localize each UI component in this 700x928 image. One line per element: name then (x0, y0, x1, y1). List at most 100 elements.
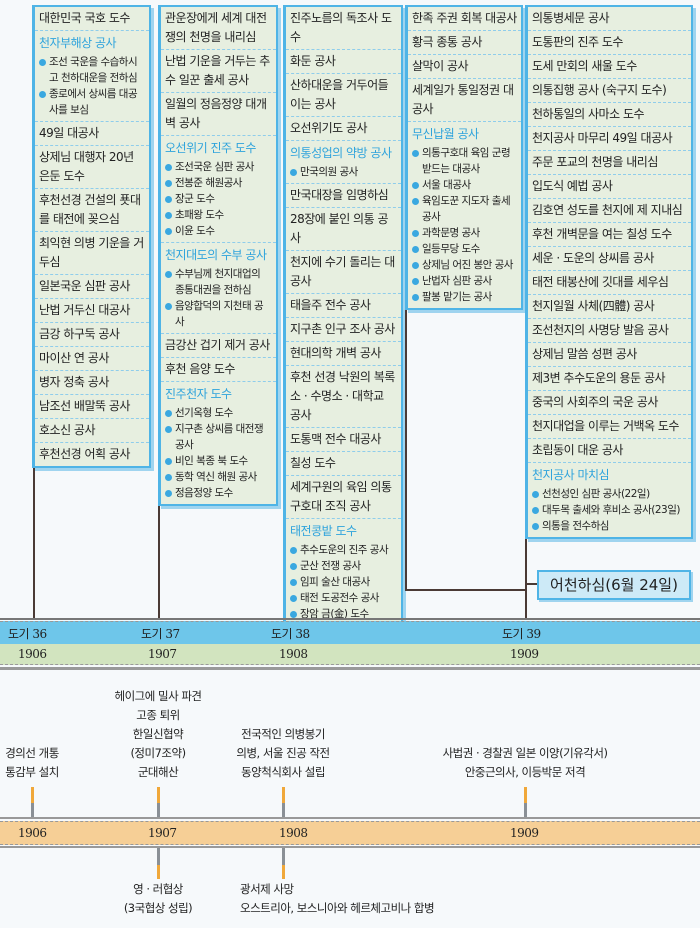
work-item: 마이산 연 공사 (35, 347, 149, 371)
work-item: 김호연 성도를 천지에 제 지내심 (528, 199, 691, 223)
event-tick (31, 787, 34, 803)
work-item: 화둔 공사 (286, 50, 401, 74)
bullet-item: 의통을 전수하심 (528, 518, 691, 534)
bullet-item: 팔봉 맡기는 공사 (408, 289, 521, 305)
work-item: 호소신 공사 (35, 419, 149, 443)
work-item: 태전 태봉산에 깃대를 세우심 (528, 271, 691, 295)
work-item: 금강산 겁기 제거 공사 (161, 334, 276, 358)
work-item: 관운장에게 세계 대전쟁의 천명을 내리심 (161, 7, 276, 50)
bullet-item: 서울 대공사 (408, 177, 521, 193)
group-heading: 의통성업의 약방 공사 (290, 146, 392, 160)
work-item: 오선위기도 공사 (286, 117, 401, 141)
work-item: 후천 음양 도수 (161, 358, 276, 382)
bullet-item: 이윤 도수 (161, 223, 276, 239)
history-event-below: 광서제 사망 오스트리아, 보스니아와 헤르체고비나 합병 (240, 882, 435, 915)
work-item: 후천선경 어획 공사 (39, 447, 130, 461)
work-item: 조선천지의 사명당 발음 공사 (528, 319, 691, 343)
work-item: 도통판의 진주 도수 (528, 31, 691, 55)
history-top-line (0, 817, 700, 819)
bullet-item: 장암 금(金) 도수 (286, 606, 401, 622)
work-item: 28장에 붙인 의통 공사 (286, 208, 401, 251)
bullet-item: 과학문명 공사 (408, 225, 521, 241)
history-year: 1908 (279, 826, 308, 840)
bullet-item: 조선 국운을 수습하시고 천하대운을 전하심 (35, 54, 149, 86)
group-heading: 태전콩밭 도수 (290, 524, 357, 538)
group-heading: 천지공사 마치심 (532, 468, 610, 482)
work-item: 난법 거두신 대공사 (35, 299, 149, 323)
work-item: 주문 포교의 천명을 내리심 (528, 151, 691, 175)
bullet-item: 수부님께 천지대업의 종통대권을 전하심 (161, 266, 276, 298)
work-item: 칠성 도수 (286, 452, 401, 476)
bullet-item: 초패왕 도수 (161, 207, 276, 223)
bullet-item: 대두목 출세와 후비소 공사(23일) (528, 502, 691, 518)
bullet-item: 종로에서 상씨름 대공사를 보심 (35, 86, 149, 118)
work-item: 현대의학 개벽 공사 (286, 342, 401, 366)
work-group: 의통성업의 약방 공사 만국의원 공사 (286, 141, 401, 184)
work-item: 상제님 말씀 성편 공사 (528, 343, 691, 367)
work-item: 세운 · 도운의 상씨름 공사 (528, 247, 691, 271)
bullet-item: 육임도꾼 지도자 출세 공사 (408, 193, 521, 225)
year-label: 1909 (510, 647, 539, 661)
bullet-item: 장군 도수 (161, 191, 276, 207)
work-group: 오선위기 진주 도수 조선국운 심판 공사 전봉준 해원공사 장군 도수 초패왕 도수 이… (161, 136, 276, 243)
bullet-item: 지구촌 상씨름 대전쟁 공사 (161, 421, 276, 453)
work-item: 최익현 의병 기운을 거두심 (35, 232, 149, 275)
bullet-item: 정음정양 도수 (161, 485, 276, 501)
bullet-item: 선천성인 심판 공사(22일) (528, 486, 691, 502)
work-item: 지구촌 인구 조사 공사 (286, 318, 401, 342)
work-item: 도세 만회의 새울 도수 (528, 55, 691, 79)
work-item: 중국의 사회주의 국운 공사 (528, 391, 691, 415)
history-event-above: 헤이그에 밀사 파견 고종 퇴위 한일신협약 (정미7조약) 군대해산 (114, 689, 202, 779)
work-group: 진주천자 도수 선기옥형 도수 지구촌 상씨름 대전쟁 공사 비인 복종 북 도수 동학… (161, 382, 276, 504)
event-tick (157, 787, 160, 803)
bullet-item: 추수도운의 진주 공사 (286, 542, 401, 558)
bullet-item: 선기옥형 도수 (161, 405, 276, 421)
work-item: 대한민국 국호 도수 (35, 7, 149, 31)
work-item: 병자 정축 공사 (35, 371, 149, 395)
work-item: 49일 대공사 (35, 122, 149, 146)
connector-line (405, 589, 525, 591)
bullet-item: 동학 역신 해원 공사 (161, 469, 276, 485)
dogi-label: 도기 39 (502, 627, 541, 641)
dogi-label: 도기 38 (271, 627, 310, 641)
work-item: 진주노름의 독조사 도수 (286, 7, 401, 50)
work-item: 천하통일의 사마소 도수 (528, 103, 691, 127)
bullet-item: 음양합덕의 지천태 공사 (161, 298, 276, 330)
work-group: 무신납월 공사 의통구호대 육임 군령 받드는 대공사 서울 대공사 육임도꾼 지도자… (408, 122, 521, 308)
work-item: 천지대업을 이루는 거백옥 도수 (528, 415, 691, 439)
work-item: 태을주 전수 공사 (286, 294, 401, 318)
bullet-item: 태전 도공전수 공사 (286, 590, 401, 606)
work-item: 천지에 수기 돌리는 대공사 (286, 251, 401, 294)
event-tick (282, 803, 285, 817)
work-item: 의통병세문 공사 (528, 7, 691, 31)
event-tick (282, 787, 285, 803)
work-item: 상제님 대행자 20년 은둔 도수 (35, 146, 149, 189)
connector-line (525, 539, 527, 618)
group-heading: 무신납월 공사 (412, 127, 479, 141)
bullet-item: 일등무당 도수 (408, 241, 521, 257)
event-tick (524, 787, 527, 803)
history-event-above: 전국적인 의병봉기 의병, 서울 진공 작전 동양척식회사 설립 (236, 727, 330, 779)
event-tick (157, 848, 160, 865)
work-item: 제3변 추수도운의 용둔 공사 (528, 367, 691, 391)
group-heading: 천자부해상 공사 (39, 36, 117, 50)
work-item: 후천선경 건설의 푯대를 태전에 꽂으심 (35, 189, 149, 232)
work-item: 산하대운을 거두어들이는 공사 (286, 74, 401, 117)
event-tick (31, 803, 34, 817)
dogi-band: 도기 36 도기 37 도기 38 도기 39 (0, 621, 700, 644)
year-label: 1908 (279, 647, 308, 661)
connector-line (33, 468, 35, 618)
connector-line (405, 310, 407, 590)
history-event-above: 사법권 · 경찰권 일본 이양(기유각서) 안중근의사, 이등박문 저격 (442, 746, 608, 779)
bullet-item: 난법자 심판 공사 (408, 273, 521, 289)
work-item: 난법 기운을 거두는 추수 일꾼 출세 공사 (161, 50, 276, 93)
year-label: 1907 (148, 647, 177, 661)
event-tick (157, 865, 160, 879)
final-event-box: 어천하심(6월 24일) (537, 570, 691, 600)
work-item: 금강 하구둑 공사 (35, 323, 149, 347)
work-item: 도통맥 전수 대공사 (286, 428, 401, 452)
history-year: 1906 (18, 826, 47, 840)
bullet-item: 전봉준 해원공사 (161, 175, 276, 191)
event-tick (157, 803, 160, 817)
